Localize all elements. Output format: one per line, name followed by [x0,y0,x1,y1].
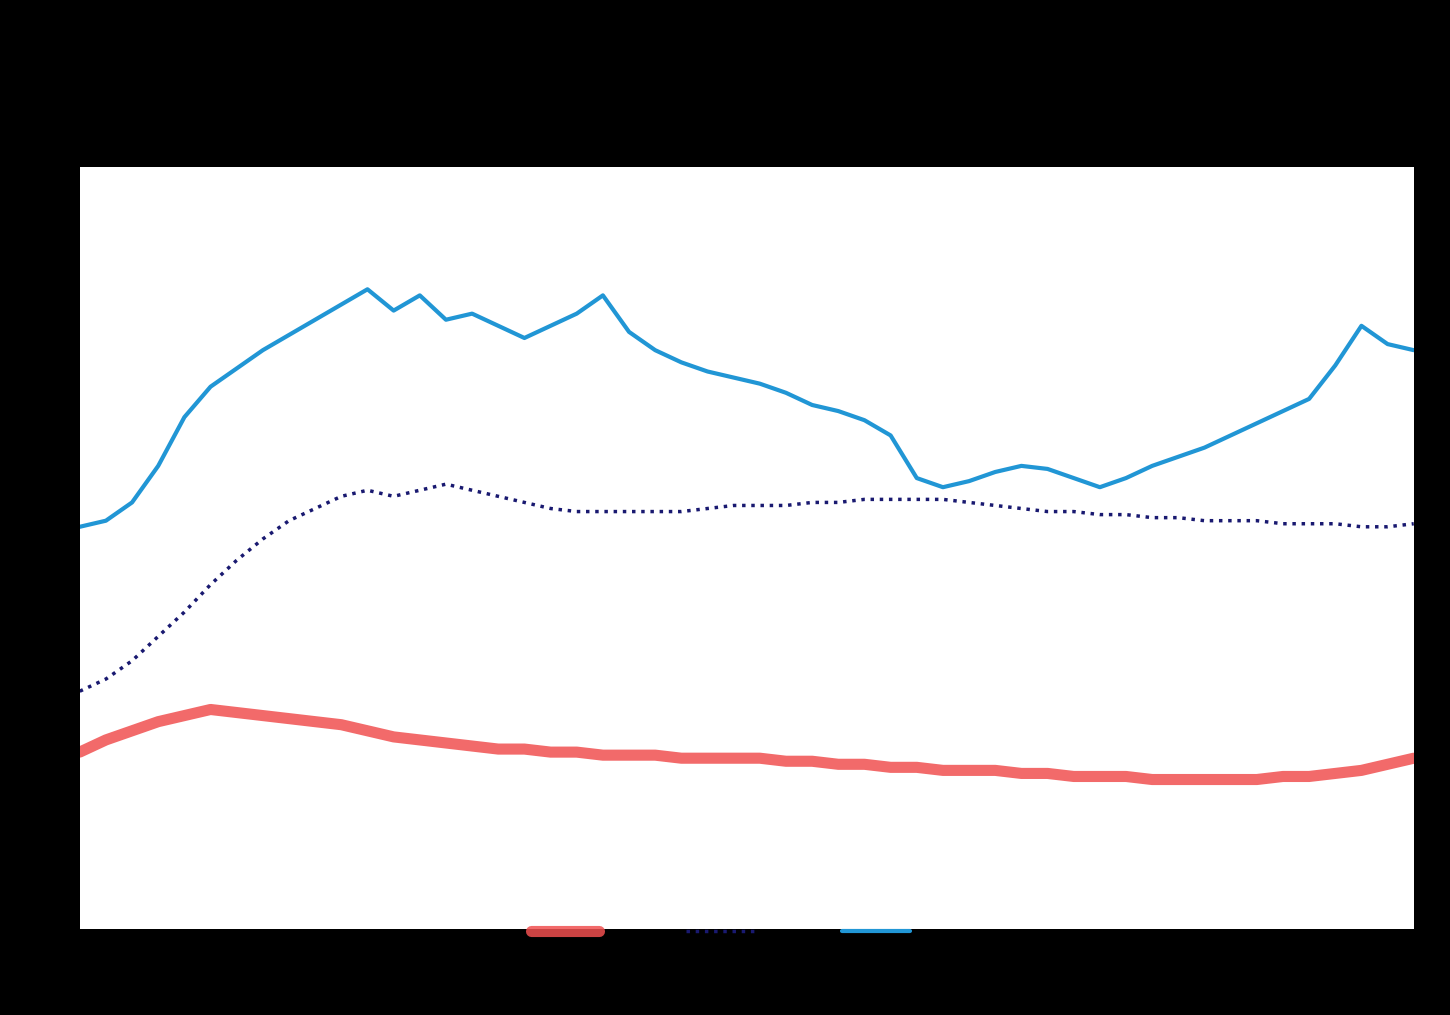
Legend: , , : , , [523,915,927,949]
